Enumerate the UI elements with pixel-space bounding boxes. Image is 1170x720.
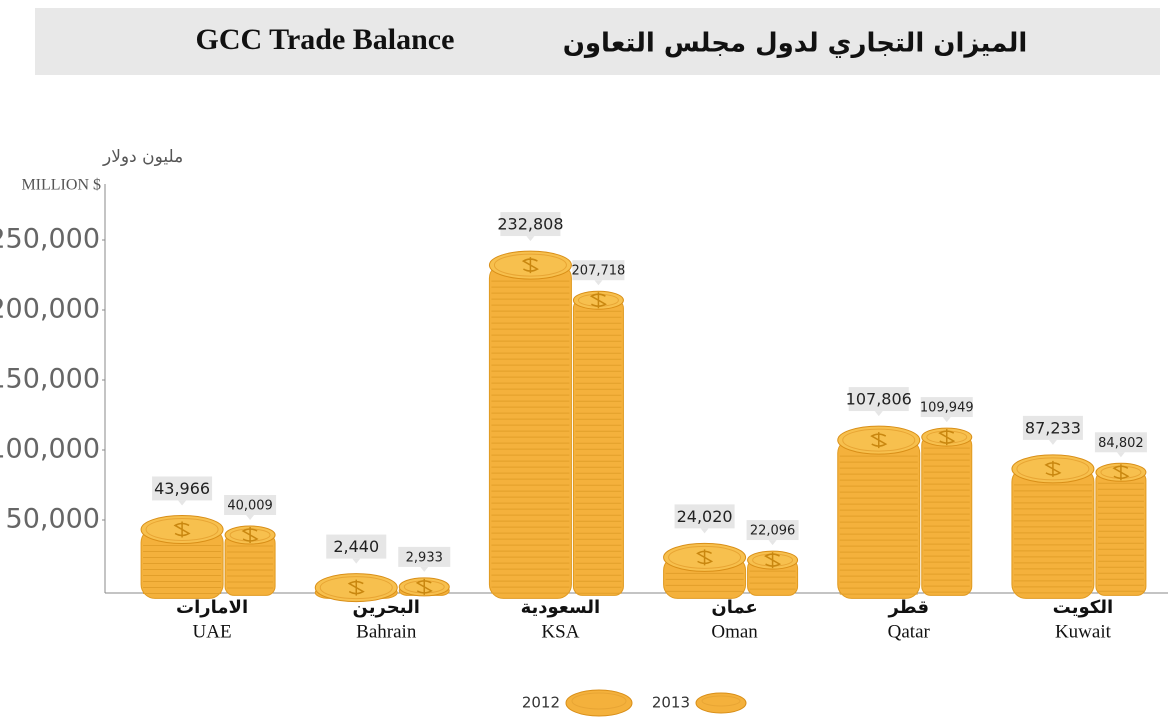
y-tick-label: 150,000	[0, 364, 100, 395]
value-label: 207,718	[572, 264, 626, 279]
x-tick-label: UAE	[193, 621, 232, 642]
legend-swatch	[566, 690, 632, 716]
x-tick-label: Bahrain	[356, 621, 417, 642]
legend-label: 2013	[652, 694, 690, 712]
y-tick-label: 100,000	[0, 434, 100, 465]
value-label: 2,440	[333, 537, 379, 556]
value-label: 22,096	[750, 524, 796, 539]
value-label: 107,806	[846, 390, 912, 409]
value-label-pointer	[526, 236, 534, 241]
x-tick-label-ar: عمان	[711, 597, 758, 618]
chart: GCC Trade Balance الميزان التجاري لدول م…	[0, 0, 1170, 720]
chart-title-ar: الميزان التجاري لدول مجلس التعاون	[563, 29, 1028, 59]
value-label-pointer	[594, 280, 602, 285]
value-label-pointer	[875, 411, 883, 416]
chart-title: GCC Trade Balance	[196, 23, 455, 56]
value-label-pointer	[769, 540, 777, 545]
value-label-pointer	[1049, 440, 1057, 445]
y-axis-label: MILLION $	[21, 177, 101, 194]
y-axis-label-ar: مليون دولار	[102, 147, 183, 167]
x-tick-label-ar: الكويت	[1053, 597, 1114, 618]
value-label-pointer	[352, 559, 360, 564]
value-label-pointer	[701, 528, 709, 533]
value-label: 109,949	[920, 401, 974, 416]
y-tick-label: 50,000	[6, 504, 100, 535]
x-tick-label-ar: السعودية	[521, 597, 601, 618]
value-label: 40,009	[227, 498, 273, 513]
value-label-pointer	[420, 567, 428, 572]
x-tick-label: Qatar	[888, 621, 931, 642]
x-tick-label-ar: قطر	[887, 597, 929, 618]
y-tick-label: 200,000	[0, 294, 100, 325]
value-label-pointer	[1117, 452, 1125, 457]
value-label: 2,933	[406, 550, 443, 565]
value-label: 43,966	[154, 479, 210, 498]
value-label: 24,020	[677, 507, 733, 526]
x-tick-label-ar: البحرين	[353, 597, 420, 618]
value-label-pointer	[246, 515, 254, 520]
value-label-pointer	[943, 417, 951, 422]
value-label: 232,808	[497, 215, 563, 234]
coin-stack	[1096, 471, 1146, 595]
x-tick-label-ar: الامارات	[176, 597, 248, 618]
x-tick-label: Kuwait	[1055, 621, 1112, 642]
x-tick-label: Oman	[711, 621, 758, 642]
value-label-pointer	[178, 500, 186, 505]
legend-label: 2012	[522, 694, 560, 712]
coin-stack	[838, 439, 920, 598]
y-tick-label: 250,000	[0, 224, 100, 255]
x-tick-label: KSA	[541, 621, 579, 642]
value-label: 84,802	[1098, 436, 1144, 451]
value-label: 87,233	[1025, 418, 1081, 437]
